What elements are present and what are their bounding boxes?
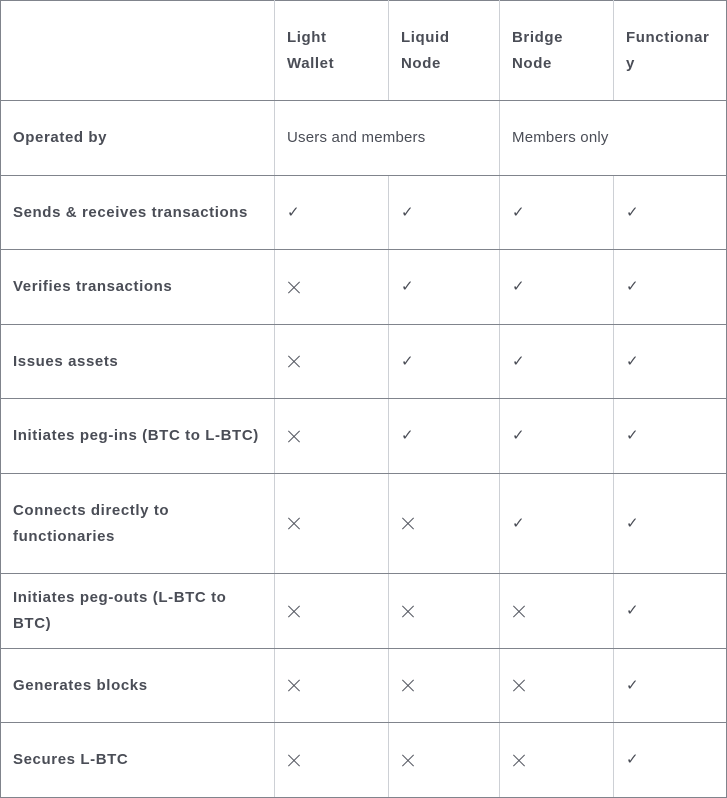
cell-check: ✓ xyxy=(613,722,727,798)
table-row: Sends & receives transactions ✓ ✓ ✓ ✓ xyxy=(0,175,727,250)
operated-by-members-only: Members only xyxy=(499,100,727,176)
header-liquid-node: Liquid Node xyxy=(388,0,500,101)
cross-icon xyxy=(512,605,525,618)
operated-by-row: Operated by Users and members Members on… xyxy=(0,100,727,176)
header-bridge-node: Bridge Node xyxy=(499,0,614,101)
cross-icon xyxy=(401,605,414,618)
row-label: Issues assets xyxy=(0,324,275,399)
check-icon: ✓ xyxy=(626,676,639,694)
check-icon: ✓ xyxy=(512,514,525,532)
cell-check: ✓ xyxy=(613,324,727,399)
cell-cross xyxy=(274,473,389,574)
cell-cross xyxy=(274,249,389,325)
cross-icon xyxy=(287,605,300,618)
table-row: Initiates peg-outs (L-BTC to BTC) ✓ xyxy=(0,573,727,649)
cell-cross xyxy=(499,573,614,649)
check-icon: ✓ xyxy=(512,203,525,221)
cross-icon xyxy=(287,679,300,692)
cell-check: ✓ xyxy=(388,249,500,325)
check-icon: ✓ xyxy=(287,203,300,221)
cross-icon xyxy=(512,679,525,692)
cross-icon xyxy=(401,679,414,692)
row-label: Sends & receives transactions xyxy=(0,175,275,250)
cell-check: ✓ xyxy=(613,398,727,474)
cell-cross xyxy=(499,722,614,798)
cell-cross xyxy=(499,648,614,723)
cell-cross xyxy=(274,324,389,399)
cell-check: ✓ xyxy=(499,249,614,325)
cell-cross xyxy=(274,398,389,474)
cell-check: ✓ xyxy=(499,398,614,474)
header-empty xyxy=(0,0,275,101)
operated-by-users-and-members: Users and members xyxy=(274,100,500,176)
check-icon: ✓ xyxy=(401,352,414,370)
cross-icon xyxy=(287,355,300,368)
check-icon: ✓ xyxy=(626,203,639,221)
cell-check: ✓ xyxy=(499,324,614,399)
row-label: Verifies transactions xyxy=(0,249,275,325)
cell-check: ✓ xyxy=(274,175,389,250)
cell-cross xyxy=(388,473,500,574)
check-icon: ✓ xyxy=(626,352,639,370)
cell-check: ✓ xyxy=(499,175,614,250)
table-row: Initiates peg-ins (BTC to L-BTC) ✓ ✓ ✓ xyxy=(0,398,727,474)
check-icon: ✓ xyxy=(401,427,414,444)
row-label: Generates blocks xyxy=(0,648,275,723)
check-icon: ✓ xyxy=(401,203,414,221)
cell-check: ✓ xyxy=(388,175,500,250)
table-row: Verifies transactions ✓ ✓ ✓ xyxy=(0,249,727,325)
row-label: Operated by xyxy=(0,100,275,176)
cross-icon xyxy=(401,517,414,530)
check-icon: ✓ xyxy=(626,427,639,444)
cell-check: ✓ xyxy=(388,398,500,474)
cell-check: ✓ xyxy=(613,648,727,723)
cross-icon xyxy=(287,754,300,767)
table-row: Generates blocks ✓ xyxy=(0,648,727,723)
row-label: Secures L-BTC xyxy=(0,722,275,798)
check-icon: ✓ xyxy=(626,278,639,295)
cell-cross xyxy=(388,648,500,723)
cross-icon xyxy=(287,517,300,530)
check-icon: ✓ xyxy=(626,602,639,619)
cross-icon xyxy=(287,281,300,294)
cell-check: ✓ xyxy=(613,249,727,325)
cell-check: ✓ xyxy=(388,324,500,399)
check-icon: ✓ xyxy=(626,514,639,532)
header-row: Light Wallet Liquid Node Bridge Node Fun… xyxy=(0,0,727,101)
cell-cross xyxy=(274,648,389,723)
row-label: Initiates peg-ins (BTC to L-BTC) xyxy=(0,398,275,474)
check-icon: ✓ xyxy=(401,278,414,295)
cell-check: ✓ xyxy=(613,473,727,574)
check-icon: ✓ xyxy=(512,278,525,295)
row-label: Initiates peg-outs (L-BTC to BTC) xyxy=(0,573,275,649)
cell-check: ✓ xyxy=(499,473,614,574)
table-row: Issues assets ✓ ✓ ✓ xyxy=(0,324,727,399)
check-icon: ✓ xyxy=(512,352,525,370)
cell-cross xyxy=(274,573,389,649)
table-row: Connects directly to functionaries ✓ ✓ xyxy=(0,473,727,574)
table-row: Secures L-BTC ✓ xyxy=(0,722,727,798)
cell-cross xyxy=(388,722,500,798)
cell-cross xyxy=(388,573,500,649)
check-icon: ✓ xyxy=(512,427,525,444)
cross-icon xyxy=(512,754,525,767)
header-light-wallet: Light Wallet xyxy=(274,0,389,101)
header-functionary: Functionary xyxy=(613,0,727,101)
cross-icon xyxy=(287,430,300,443)
cell-cross xyxy=(274,722,389,798)
cross-icon xyxy=(401,754,414,767)
row-label: Connects directly to functionaries xyxy=(0,473,275,574)
cell-check: ✓ xyxy=(613,175,727,250)
check-icon: ✓ xyxy=(626,751,639,768)
cell-check: ✓ xyxy=(613,573,727,649)
